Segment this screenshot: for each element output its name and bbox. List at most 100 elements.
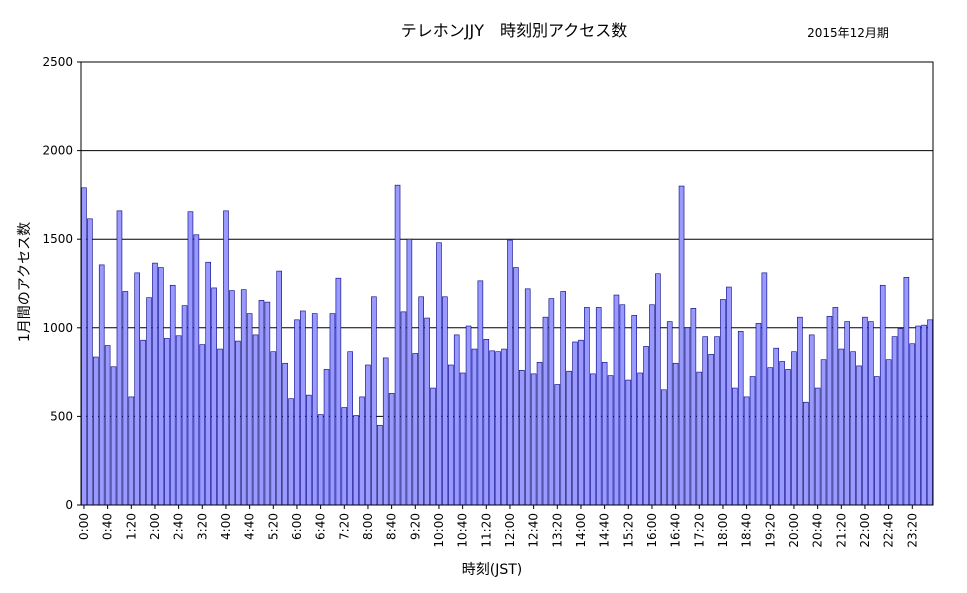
bar	[436, 242, 442, 506]
bar	[288, 398, 294, 506]
gridlines	[81, 150, 933, 417]
bar	[335, 277, 342, 506]
y-tick-label: 500	[50, 409, 73, 423]
x-tick-label: 20:40	[811, 513, 825, 548]
x-tick-label: 8:40	[385, 513, 399, 540]
x-tick-label: 5:20	[266, 513, 280, 540]
bar	[868, 321, 874, 506]
bar	[791, 351, 797, 506]
x-tick-label: 15:20	[621, 513, 635, 548]
bar	[661, 389, 667, 506]
bar	[554, 384, 561, 506]
bar	[720, 299, 726, 506]
x-tick-label: 0:40	[101, 513, 115, 540]
bar	[909, 343, 916, 506]
bar	[601, 362, 608, 506]
x-tick-label: 11:20	[479, 513, 493, 548]
x-tick-label: 12:00	[503, 513, 517, 548]
bar	[702, 336, 708, 506]
bar	[607, 375, 614, 506]
bar	[850, 351, 856, 506]
bar	[530, 373, 537, 506]
bar	[252, 334, 259, 506]
bar	[317, 414, 324, 506]
x-tick-label: 18:00	[716, 513, 730, 548]
bar	[507, 239, 513, 506]
bar	[921, 324, 927, 506]
y-tick-label: 1500	[42, 232, 73, 246]
bar	[637, 372, 643, 506]
bar	[891, 336, 898, 506]
bar	[169, 284, 176, 506]
x-tick-label: 6:40	[314, 513, 328, 540]
bar	[566, 370, 572, 506]
x-tick-label: 7:20	[337, 513, 351, 540]
bar	[779, 361, 785, 506]
bar	[229, 290, 235, 506]
bar	[134, 272, 140, 506]
bar	[536, 362, 543, 506]
bar	[181, 305, 188, 506]
x-tick-label: 22:40	[882, 513, 896, 548]
bar	[258, 300, 265, 506]
plot-area-frame	[80, 61, 934, 506]
bar	[803, 401, 809, 506]
bar	[820, 359, 827, 506]
bar	[915, 325, 921, 506]
bar	[276, 270, 282, 506]
x-tick-label: 13:20	[550, 513, 564, 548]
bar	[98, 264, 105, 506]
bar	[714, 336, 720, 506]
x-tick-label: 18:40	[740, 513, 754, 548]
bar	[448, 364, 454, 506]
bar	[524, 288, 531, 506]
x-tick-label: 14:00	[574, 513, 588, 548]
y-axis-label: 1月間のアクセス数	[17, 222, 33, 342]
bar	[270, 351, 277, 506]
bar	[483, 339, 490, 506]
bar	[199, 344, 206, 506]
x-tick-label: 23:20	[905, 513, 919, 548]
bar	[164, 338, 170, 506]
bar	[81, 187, 87, 506]
bar	[856, 365, 862, 506]
x-tick-labels: 0:00 0:40 1:20 2:00 2:40 3:20 4:00 4:40 5:20 6:00…	[77, 505, 919, 548]
x-tick-label: 2:40	[172, 513, 186, 540]
bar	[235, 340, 241, 506]
bar	[187, 211, 194, 506]
bar	[365, 364, 371, 506]
x-tick-label: 4:00	[219, 513, 233, 540]
x-tick-label: 10:40	[456, 513, 470, 548]
bar	[193, 234, 200, 506]
bar	[631, 315, 637, 506]
bar	[459, 372, 466, 506]
bar	[743, 396, 750, 506]
x-tick-label: 17:20	[692, 513, 706, 548]
bar	[430, 387, 436, 506]
bar	[885, 359, 892, 506]
bar	[412, 353, 419, 506]
x-tick-label: 1:20	[124, 513, 138, 540]
bar	[678, 185, 685, 506]
bar	[666, 321, 673, 506]
bar	[341, 407, 348, 506]
x-tick-label: 2:00	[148, 513, 162, 540]
bar	[453, 334, 460, 506]
bar	[394, 184, 401, 506]
bar	[844, 321, 850, 506]
bar	[797, 316, 803, 506]
bar	[371, 296, 377, 506]
bar	[560, 291, 566, 506]
bar	[471, 348, 478, 506]
bar	[347, 351, 353, 506]
bar	[306, 394, 312, 506]
bar	[353, 415, 359, 506]
x-tick-label: 8:00	[361, 513, 375, 540]
y-tick-label: 2500	[42, 55, 73, 69]
y-tick-label: 2000	[42, 144, 73, 158]
bar	[465, 325, 472, 506]
x-tick-label: 21:20	[834, 513, 848, 548]
bar	[418, 296, 424, 506]
bar	[175, 335, 182, 506]
